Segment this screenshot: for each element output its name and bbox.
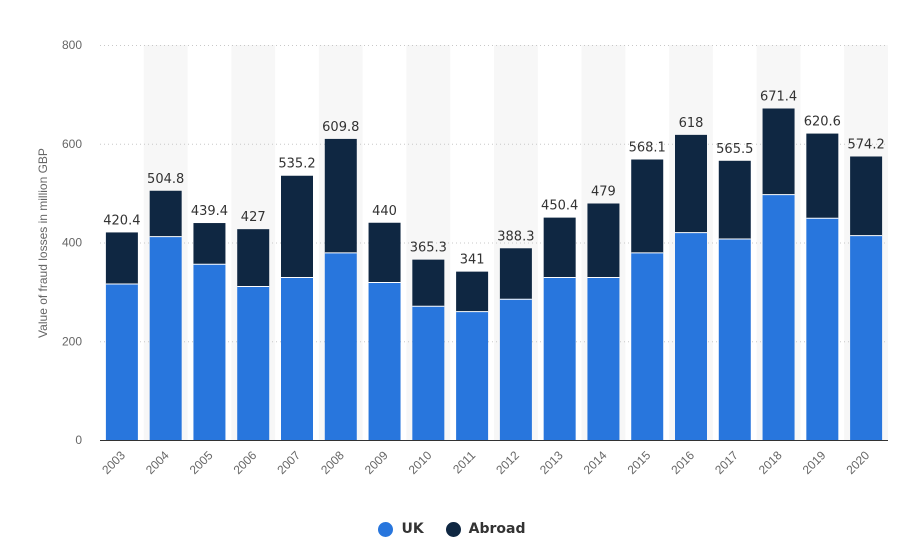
- data-label-2020: 574.2: [848, 137, 885, 152]
- legend-item-uk[interactable]: UK: [378, 521, 424, 537]
- y-tick-label: 600: [62, 137, 82, 151]
- bar-abroad-2018: [762, 108, 795, 195]
- bar-abroad-2004: [149, 190, 182, 237]
- legend-label-abroad: Abroad: [468, 521, 526, 537]
- bar-abroad-2010: [412, 259, 445, 307]
- x-tick-label: 2012: [493, 448, 522, 477]
- data-label-2004: 504.8: [147, 172, 184, 187]
- bar-uk-2014: [587, 277, 620, 440]
- data-label-2011: 341: [460, 253, 485, 268]
- x-tick-label: 2018: [756, 448, 785, 477]
- bar-uk-2008: [324, 252, 357, 440]
- data-label-2005: 439.4: [191, 204, 228, 219]
- data-label-2007: 535.2: [278, 157, 315, 172]
- data-label-2003: 420.4: [103, 213, 140, 228]
- data-label-2010: 365.3: [410, 241, 447, 256]
- bar-uk-2020: [850, 235, 883, 440]
- data-label-2012: 388.3: [497, 229, 534, 244]
- x-tick-label: 2015: [625, 448, 654, 477]
- data-label-2019: 620.6: [804, 115, 841, 130]
- bar-abroad-2003: [105, 232, 138, 284]
- bar-abroad-2008: [324, 138, 357, 253]
- x-tick-label: 2013: [537, 448, 566, 477]
- bar-uk-2006: [237, 286, 270, 440]
- bar-uk-2017: [718, 239, 751, 440]
- data-label-2006: 427: [241, 210, 266, 225]
- bar-uk-2009: [368, 282, 401, 440]
- x-tick-label: 2003: [99, 448, 128, 477]
- bar-uk-2019: [806, 218, 839, 440]
- bar-abroad-2013: [543, 217, 576, 278]
- bar-abroad-2020: [850, 156, 883, 236]
- y-tick-label: 0: [75, 433, 82, 447]
- bar-uk-2010: [412, 306, 445, 440]
- data-label-2008: 609.8: [322, 120, 359, 135]
- x-tick-label: 2014: [581, 448, 610, 477]
- bar-abroad-2017: [718, 160, 751, 240]
- bar-abroad-2012: [499, 248, 532, 300]
- y-axis-tick-labels: 0 200 400 600 800: [62, 38, 82, 447]
- bars: [105, 108, 883, 440]
- bar-abroad-2016: [675, 134, 707, 233]
- x-tick-label: 2016: [668, 448, 697, 477]
- bar-abroad-2005: [193, 223, 226, 265]
- y-axis-label: Value of fraud losses in million GBP: [36, 148, 50, 338]
- data-label-2017: 565.5: [716, 142, 753, 157]
- gridlines: [100, 45, 888, 441]
- bar-uk-2003: [105, 283, 138, 440]
- x-axis-tick-labels: 2003 2004 2005 2006 2007 2008 2009 2010 2011 2012…: [99, 448, 872, 477]
- x-tick-label: 2007: [274, 448, 303, 477]
- bar-abroad-2019: [806, 133, 839, 219]
- bar-abroad-2011: [456, 271, 489, 312]
- x-tick-label: 2019: [800, 448, 829, 477]
- bar-abroad-2006: [237, 229, 270, 287]
- bar-uk-2015: [631, 252, 664, 440]
- legend-label-uk: UK: [401, 521, 424, 537]
- bar-abroad-2009: [368, 222, 401, 283]
- x-tick-label: 2005: [187, 448, 216, 477]
- bar-uk-2004: [149, 236, 182, 440]
- x-tick-label: 2008: [318, 448, 347, 477]
- x-tick-label: 2017: [712, 448, 741, 477]
- legend-item-abroad[interactable]: Abroad: [445, 521, 526, 537]
- data-label-2009: 440: [372, 204, 397, 219]
- x-tick-label: 2009: [362, 448, 391, 477]
- y-tick-label: 200: [62, 334, 82, 348]
- x-tick-label: 2011: [450, 448, 478, 476]
- bar-uk-2005: [193, 264, 226, 440]
- legend: UK Abroad: [0, 521, 904, 537]
- x-tick-label: 2010: [406, 448, 435, 477]
- legend-marker-abroad: [445, 521, 461, 537]
- bar-uk-2012: [499, 299, 532, 440]
- y-tick-label: 400: [62, 236, 82, 250]
- bar-uk-2011: [456, 311, 489, 440]
- bar-abroad-2015: [631, 159, 664, 253]
- bar-uk-2007: [281, 277, 313, 440]
- x-tick-label: 2020: [843, 448, 872, 477]
- stacked-bar-chart: 420.4 504.8 439.4 427 535.2 609.8 440 365.3 341 3…: [36, 38, 888, 477]
- bar-abroad-2007: [281, 175, 313, 278]
- data-label-2016: 618: [679, 116, 704, 131]
- data-label-2014: 479: [591, 184, 616, 199]
- data-labels: 420.4 504.8 439.4 427 535.2 609.8 440 365.3 341 3…: [103, 89, 884, 267]
- data-label-2013: 450.4: [541, 199, 578, 214]
- x-tick-label: 2004: [143, 448, 172, 477]
- x-tick-label: 2006: [231, 448, 260, 477]
- data-label-2018: 671.4: [760, 89, 797, 104]
- y-tick-label: 800: [62, 38, 82, 52]
- bar-uk-2013: [543, 277, 576, 440]
- bar-abroad-2014: [587, 203, 620, 278]
- data-label-2015: 568.1: [629, 141, 666, 156]
- bar-uk-2018: [762, 194, 795, 440]
- legend-marker-uk: [378, 521, 394, 537]
- bar-uk-2016: [675, 232, 707, 440]
